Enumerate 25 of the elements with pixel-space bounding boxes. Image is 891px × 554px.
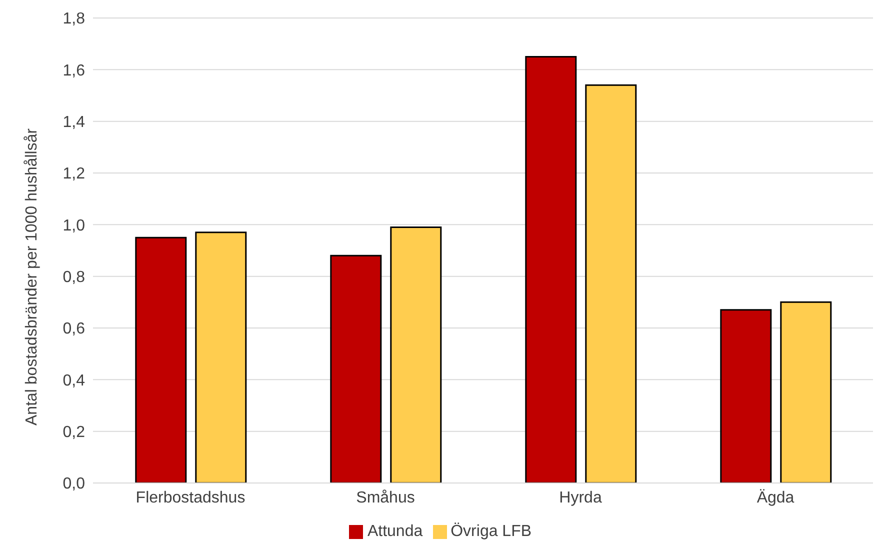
- y-tick-label: 1,2: [62, 166, 86, 183]
- x-tick-label: Ägda: [756, 488, 794, 506]
- y-tick-label: 1,4: [62, 114, 86, 132]
- y-tick-label: 1,8: [62, 10, 86, 28]
- bar: [330, 254, 382, 483]
- y-tick-label: 1,6: [62, 62, 86, 80]
- y-tick-label: 1,0: [62, 217, 86, 234]
- bar: [720, 309, 772, 483]
- bar: [585, 84, 637, 483]
- legend-label: Övriga LFB: [450, 523, 532, 540]
- bar: [390, 226, 442, 483]
- y-tick-label: 0,0: [62, 476, 86, 493]
- x-tick-label: Småhus: [356, 489, 415, 506]
- y-tick-label: 0,8: [62, 269, 86, 286]
- bar: [780, 301, 832, 483]
- x-tick-label: Flerbostadshus: [136, 489, 246, 506]
- legend-label: Attunda: [367, 523, 423, 540]
- x-tick-label: Hyrda: [559, 489, 602, 506]
- bar: [525, 56, 577, 483]
- bar: [195, 232, 247, 483]
- y-axis-title: Antal bostadsbränder per 1000 hushållsår: [24, 128, 41, 426]
- bar: [135, 236, 187, 483]
- y-tick-label: 0,2: [62, 424, 86, 442]
- y-tick-label: 0,6: [62, 320, 86, 338]
- y-tick-label: 0,4: [62, 372, 86, 390]
